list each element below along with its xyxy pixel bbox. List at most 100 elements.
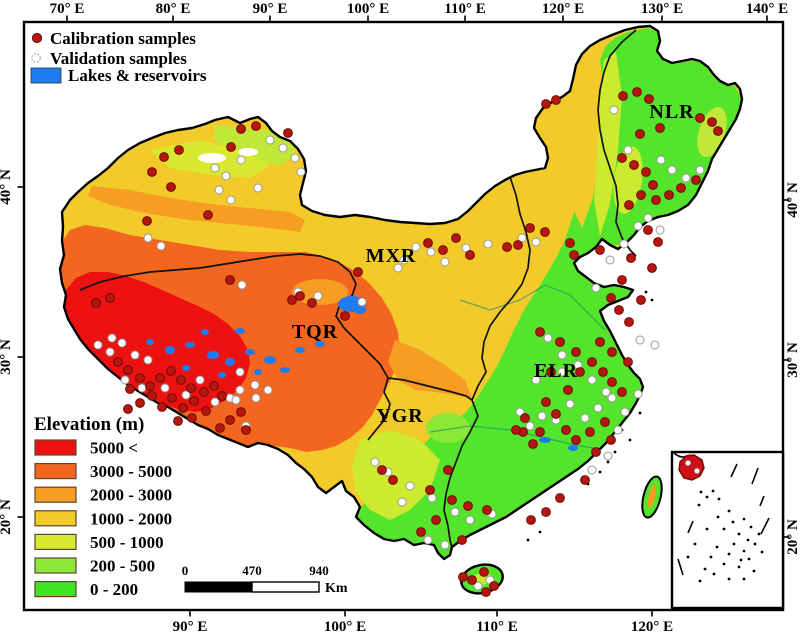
validation-sample (656, 155, 666, 165)
inset-island (716, 515, 720, 519)
calibration-sample (176, 375, 186, 385)
calibration-sample (648, 180, 658, 190)
calibration-sample (166, 182, 176, 192)
calibration-sample (565, 238, 575, 248)
validation-sample (607, 393, 617, 403)
calibration-sample (217, 391, 227, 401)
top-axis-label: 130° E (641, 1, 683, 17)
validation-sample (587, 465, 597, 475)
calibration-sample (647, 263, 657, 273)
left-axis-label: 40° N (0, 169, 14, 205)
calibration-sample (465, 250, 475, 260)
inset-island (686, 555, 690, 559)
calibration-sample (635, 129, 645, 139)
calibration-sample (618, 91, 628, 101)
calibration-sample (174, 145, 184, 155)
calibration-sample (626, 253, 636, 263)
validation-sample (695, 165, 705, 175)
calibration-sample (167, 393, 177, 403)
validation-sample (667, 165, 677, 175)
lake (280, 367, 290, 373)
inset-island (705, 495, 709, 499)
taiwan-island (641, 475, 663, 519)
inset-island (739, 558, 743, 562)
calibration-sample (643, 225, 653, 235)
calibration-sample (575, 367, 585, 377)
calibration-sample (423, 238, 433, 248)
calibration-sample (695, 113, 705, 123)
lake (207, 351, 219, 359)
calibration-sample (187, 413, 197, 423)
scale-bar-number: 940 (309, 563, 329, 578)
calibration-sample (595, 337, 605, 347)
scale-bar-black-segment (184, 581, 253, 593)
calibration-sample (713, 126, 723, 136)
validation-sample (235, 385, 245, 395)
calibration-sample (225, 415, 235, 425)
validation-sample (515, 407, 525, 417)
validation-sample (623, 145, 633, 155)
scale-bar-white-segment (251, 581, 320, 593)
validation-sample (236, 155, 246, 165)
validation-sample (370, 457, 380, 467)
calibration-sample (591, 447, 601, 457)
calibration-sample (525, 223, 535, 233)
validation-sample (210, 397, 220, 407)
elevation-legend: Elevation (m) 5000 < 3000 - 5000 2000 - 30… (34, 414, 172, 599)
top-axis-label: 140° E (746, 1, 788, 17)
validation-sample (650, 340, 660, 350)
validation-sample (107, 333, 117, 343)
validation-legend-icon (31, 53, 41, 63)
region-label-elr: ELR (534, 360, 578, 382)
calibration-sample (295, 291, 305, 301)
calibration-sample (623, 357, 633, 367)
inset-dash (759, 495, 765, 507)
sample-legend: Calibration samples Validation samples L… (30, 29, 207, 85)
calibration-sample (186, 383, 196, 393)
right-axis-label: 40° N (785, 182, 801, 218)
validation-sample (357, 297, 367, 307)
lakes-legend-label: Lakes & reservoirs (68, 66, 207, 85)
calibration-sample (155, 373, 165, 383)
region-label-mxr: MXR (366, 245, 417, 267)
validation-sample (609, 105, 619, 115)
bottom-axis-label: 90° E (173, 619, 208, 635)
lake (201, 329, 209, 335)
left-axis-label: 20° N (0, 499, 14, 535)
top-axis-label: 120° E (542, 1, 584, 17)
elevation-swatch (34, 510, 77, 527)
calibration-sample (236, 407, 246, 417)
top-axis-label: 70° E (50, 1, 85, 17)
inset-islands (686, 489, 764, 583)
calibration-sample (123, 365, 133, 375)
inset-island (698, 579, 702, 583)
calibration-sample (580, 475, 590, 485)
calibration-sample (691, 175, 701, 185)
validation-sample (214, 185, 224, 195)
calibration-sample (513, 240, 523, 250)
calibration-sample (636, 190, 646, 200)
top-axis-label: 80° E (156, 1, 191, 17)
boundary-ygr-elr (443, 399, 479, 549)
calibration-sample (606, 293, 616, 303)
calibration-sample (340, 311, 350, 321)
scale-bar-unit: Km (325, 581, 348, 596)
lake (245, 349, 255, 355)
calibration-sample (607, 347, 617, 357)
validation-sample (517, 233, 527, 243)
calibration-sample (644, 94, 654, 104)
coastal-islets (526, 290, 654, 542)
calibration-sample (287, 295, 297, 305)
calibration-sample (600, 417, 610, 427)
validation-sample (543, 333, 553, 343)
validation-sample (120, 375, 130, 385)
validation-sample (290, 153, 300, 163)
validation-sample (591, 283, 601, 293)
calibration-sample (463, 501, 473, 511)
validation-sample (580, 413, 590, 423)
lake (539, 437, 551, 443)
inset-island (757, 532, 761, 536)
inset-validation-dot (685, 459, 692, 466)
